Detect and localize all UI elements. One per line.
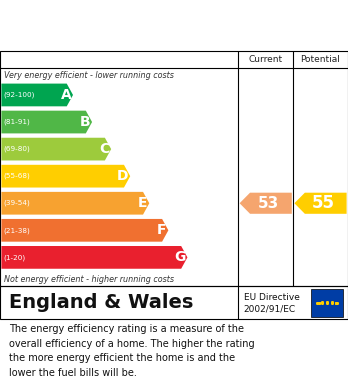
Text: EU Directive: EU Directive bbox=[244, 293, 300, 302]
Polygon shape bbox=[1, 219, 168, 242]
Polygon shape bbox=[1, 84, 73, 106]
Text: (92-100): (92-100) bbox=[3, 92, 35, 98]
Text: D: D bbox=[117, 169, 128, 183]
Text: B: B bbox=[80, 115, 90, 129]
Polygon shape bbox=[294, 193, 347, 214]
Text: The energy efficiency rating is a measure of the
overall efficiency of a home. T: The energy efficiency rating is a measur… bbox=[9, 325, 254, 378]
Text: England & Wales: England & Wales bbox=[9, 293, 193, 312]
Text: F: F bbox=[157, 223, 167, 237]
Polygon shape bbox=[1, 246, 188, 269]
Text: (1-20): (1-20) bbox=[3, 254, 26, 261]
Polygon shape bbox=[1, 192, 149, 215]
Polygon shape bbox=[1, 138, 111, 160]
Text: Not energy efficient - higher running costs: Not energy efficient - higher running co… bbox=[4, 274, 174, 283]
Polygon shape bbox=[1, 111, 92, 133]
Polygon shape bbox=[240, 193, 292, 214]
Text: 53: 53 bbox=[258, 196, 279, 211]
Text: (21-38): (21-38) bbox=[3, 227, 30, 233]
Polygon shape bbox=[1, 165, 130, 188]
Text: E: E bbox=[138, 196, 148, 210]
Text: (39-54): (39-54) bbox=[3, 200, 30, 206]
Text: 2002/91/EC: 2002/91/EC bbox=[244, 304, 296, 313]
Text: (81-91): (81-91) bbox=[3, 119, 30, 125]
Text: Current: Current bbox=[248, 55, 283, 64]
Text: (55-68): (55-68) bbox=[3, 173, 30, 179]
Bar bbox=[311, 289, 343, 317]
Text: G: G bbox=[174, 250, 186, 264]
Text: Potential: Potential bbox=[301, 55, 340, 64]
Text: A: A bbox=[61, 88, 71, 102]
Text: Energy Efficiency Rating: Energy Efficiency Rating bbox=[60, 18, 288, 36]
Text: 55: 55 bbox=[312, 194, 335, 212]
Text: C: C bbox=[99, 142, 109, 156]
Text: (69-80): (69-80) bbox=[3, 146, 30, 152]
Text: Very energy efficient - lower running costs: Very energy efficient - lower running co… bbox=[4, 71, 174, 80]
